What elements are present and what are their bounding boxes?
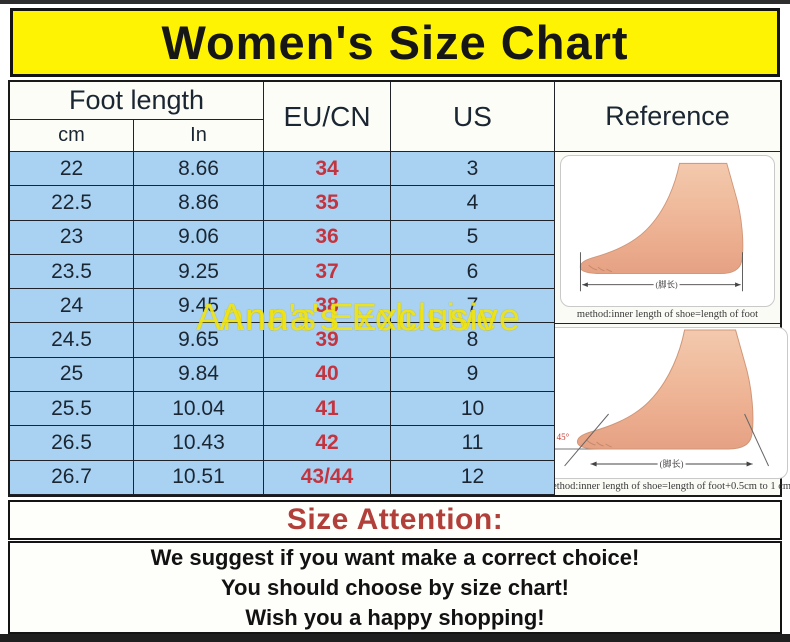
size-cell-cm: 22 [10,152,134,187]
reference-column: (脚长) method:inner length of shoe=length … [544,152,790,495]
size-cell-cm: 24 [10,289,134,324]
size-cell-in: 9.25 [134,254,264,290]
angle-45-label: 45° [557,432,570,442]
size-cell-in: 9.84 [134,357,264,393]
size-cell-us: 10 [391,392,555,427]
reference-panel-2: 45° (脚长) method:inner length of shoe=len… [542,324,790,495]
size-cell-in: 9.65 [134,323,264,358]
foot-length-label-1: (脚长) [655,279,677,289]
size-cell-in: 8.66 [134,152,264,187]
size-cell-in: 9.45 [134,289,264,324]
size-cell-eu-cn: 39 [264,323,391,358]
header-cm: cm [10,120,134,152]
top-border-strip [0,0,790,4]
advice-line-3: Wish you a happy shopping! [245,604,545,630]
size-cell-eu-cn: 43/44 [264,460,391,495]
header-eu-cn: EU/CN [264,82,391,152]
size-cell-cm: 25.5 [10,392,134,427]
foot-measure-illustration-1: (脚长) [560,155,775,307]
size-cell-us: 9 [391,357,555,393]
reference-method-2: method:inner length of shoe=length of fo… [543,480,790,492]
size-cell-cm: 23 [10,220,134,255]
bottom-border-strip [0,634,790,642]
size-attention-heading: Size Attention: [286,503,504,536]
reference-method-1: method:inner length of shoe=length of fo… [576,308,759,320]
size-cell-in: 10.51 [134,460,264,495]
size-cell-eu-cn: 35 [264,186,391,221]
size-cell-eu-cn: 41 [264,392,391,427]
header-us: US [391,82,555,152]
size-cell-eu-cn: 37 [264,254,391,290]
size-cell-cm: 26.5 [10,426,134,461]
size-cell-cm: 22.5 [10,186,134,221]
page-title: Women's Size Chart [161,16,629,69]
size-cell-in: 10.04 [134,392,264,427]
size-cell-us: 4 [391,186,555,221]
size-cell-in: 9.06 [134,220,264,255]
header-foot-length: Foot length [10,82,264,120]
header-reference: Reference [555,82,780,152]
size-cell-us: 6 [391,254,555,290]
size-cell-eu-cn: 34 [264,152,391,187]
foot-length-label-2: (脚长) [660,458,684,469]
size-cell-in: 8.86 [134,186,264,221]
advice-line-2: You should choose by size chart! [221,574,569,600]
size-cell-eu-cn: 40 [264,357,391,393]
reference-panel-1: (脚长) method:inner length of shoe=length … [555,152,780,324]
size-cell-cm: 26.7 [10,460,134,495]
size-cell-in: 10.43 [134,426,264,461]
size-cell-us: 3 [391,152,555,187]
size-cell-us: 5 [391,220,555,255]
header-in: In [134,120,264,152]
size-cell-us: 11 [391,426,555,461]
size-cell-cm: 24.5 [10,323,134,358]
advice-box: We suggest if you want make a correct ch… [8,541,782,634]
size-cell-us: 7 [391,289,555,324]
size-cell-eu-cn: 38 [264,289,391,324]
foot-measure-illustration-2: 45° (脚长) [546,326,789,479]
advice-line-1: We suggest if you want make a correct ch… [150,544,640,570]
size-attention-banner: Size Attention: [8,500,782,540]
size-cell-us: 8 [391,323,555,358]
size-cell-us: 12 [391,460,555,495]
size-chart-table: Foot length EU/CN US Reference cm In [8,80,790,497]
size-cell-eu-cn: 36 [264,220,391,255]
size-cell-eu-cn: 42 [264,426,391,461]
size-cell-cm: 25 [10,357,134,393]
title-banner: Women's Size Chart [10,8,780,77]
size-cell-cm: 23.5 [10,254,134,290]
